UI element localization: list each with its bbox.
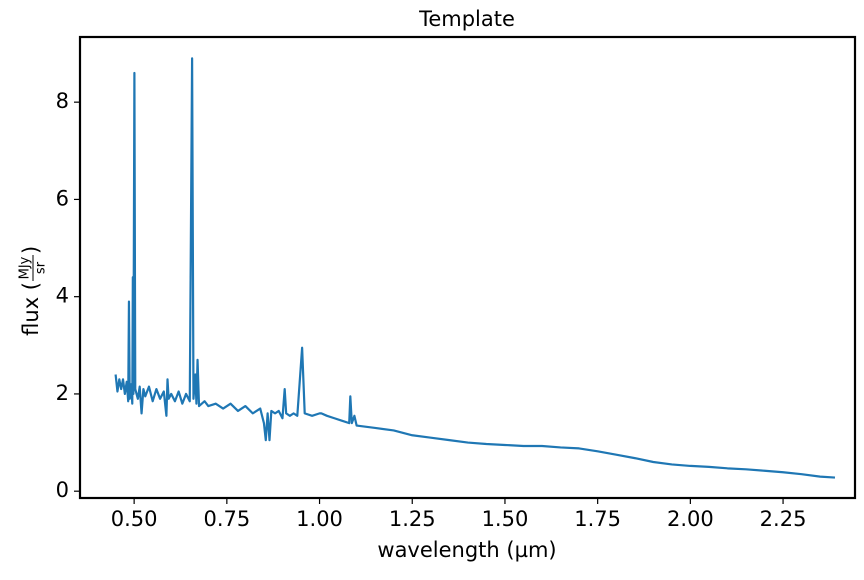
y-label-suffix: ) (19, 246, 43, 254)
y-tick-label: 0 (56, 478, 69, 502)
y-label-unit-numerator: MJy (18, 256, 33, 279)
spectrum-line (114, 57, 836, 479)
y-tick-label: 8 (56, 89, 69, 113)
chart-title: Template (418, 7, 515, 31)
x-tick-label: 2.00 (667, 507, 714, 531)
y-tick-label: 6 (56, 186, 69, 210)
y-tick-label: 4 (56, 284, 69, 308)
x-tick-label: 2.25 (760, 507, 807, 531)
x-tick-label: 1.00 (296, 507, 343, 531)
x-tick-label: 0.50 (111, 507, 158, 531)
x-tick-label: 1.75 (574, 507, 621, 531)
y-label-prefix: flux ( (19, 282, 43, 336)
x-tick-label: 0.75 (203, 507, 250, 531)
x-axis-label: wavelength (µm) (377, 538, 556, 562)
y-axis-label: flux ( MJy sr ) (18, 246, 49, 336)
x-tick-label: 1.25 (389, 507, 436, 531)
y-tick-label: 2 (56, 381, 69, 405)
plot-frame (78, 35, 857, 500)
y-label-unit-denominator: sr (34, 261, 49, 274)
x-tick-label: 1.50 (482, 507, 529, 531)
